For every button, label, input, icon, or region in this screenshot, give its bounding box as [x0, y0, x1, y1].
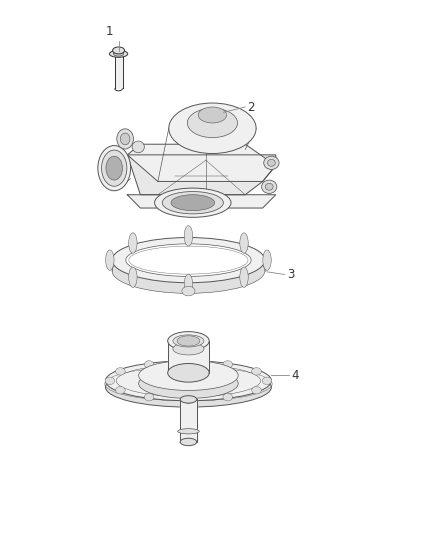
Ellipse shape [252, 386, 261, 394]
Ellipse shape [117, 129, 134, 149]
Ellipse shape [139, 360, 238, 391]
Ellipse shape [126, 244, 251, 277]
Ellipse shape [262, 377, 272, 384]
Ellipse shape [162, 191, 223, 214]
Ellipse shape [240, 233, 248, 253]
Text: 1: 1 [106, 25, 113, 38]
Ellipse shape [116, 386, 125, 394]
Text: 4: 4 [291, 369, 299, 382]
Ellipse shape [113, 52, 124, 56]
Ellipse shape [102, 150, 127, 186]
Ellipse shape [106, 361, 272, 401]
Ellipse shape [184, 396, 193, 403]
Ellipse shape [198, 107, 226, 123]
Ellipse shape [264, 156, 279, 169]
Ellipse shape [129, 267, 137, 287]
Ellipse shape [129, 233, 137, 253]
Ellipse shape [173, 335, 204, 347]
Ellipse shape [171, 195, 215, 211]
Ellipse shape [223, 393, 233, 401]
Ellipse shape [169, 103, 256, 154]
Ellipse shape [139, 368, 238, 398]
Ellipse shape [184, 358, 193, 366]
Ellipse shape [112, 238, 265, 282]
Ellipse shape [106, 250, 114, 270]
Ellipse shape [106, 367, 272, 407]
Ellipse shape [110, 51, 128, 58]
Polygon shape [168, 341, 209, 373]
Ellipse shape [120, 133, 130, 145]
Ellipse shape [261, 180, 277, 193]
Ellipse shape [105, 377, 115, 384]
Ellipse shape [184, 274, 193, 294]
Ellipse shape [168, 332, 209, 350]
Ellipse shape [268, 159, 276, 166]
Ellipse shape [112, 248, 265, 293]
Ellipse shape [240, 267, 248, 287]
Ellipse shape [168, 364, 209, 382]
Ellipse shape [180, 438, 197, 446]
Ellipse shape [265, 183, 273, 190]
Polygon shape [115, 54, 123, 88]
Polygon shape [180, 399, 197, 442]
Ellipse shape [116, 368, 125, 375]
Ellipse shape [145, 393, 154, 401]
Ellipse shape [155, 188, 231, 217]
Polygon shape [127, 144, 276, 181]
Polygon shape [127, 155, 276, 195]
Ellipse shape [98, 146, 131, 191]
Text: 3: 3 [287, 268, 294, 281]
Ellipse shape [252, 368, 261, 375]
Ellipse shape [113, 47, 124, 54]
Ellipse shape [145, 361, 154, 368]
Text: 2: 2 [247, 101, 255, 114]
Polygon shape [127, 195, 276, 208]
Ellipse shape [132, 141, 145, 153]
Ellipse shape [187, 108, 237, 138]
Ellipse shape [177, 336, 200, 346]
Ellipse shape [106, 156, 123, 180]
Ellipse shape [223, 361, 233, 368]
Ellipse shape [173, 343, 204, 355]
Ellipse shape [180, 395, 197, 403]
Ellipse shape [184, 226, 193, 246]
Ellipse shape [178, 429, 199, 434]
Ellipse shape [263, 250, 271, 270]
Ellipse shape [182, 286, 195, 296]
